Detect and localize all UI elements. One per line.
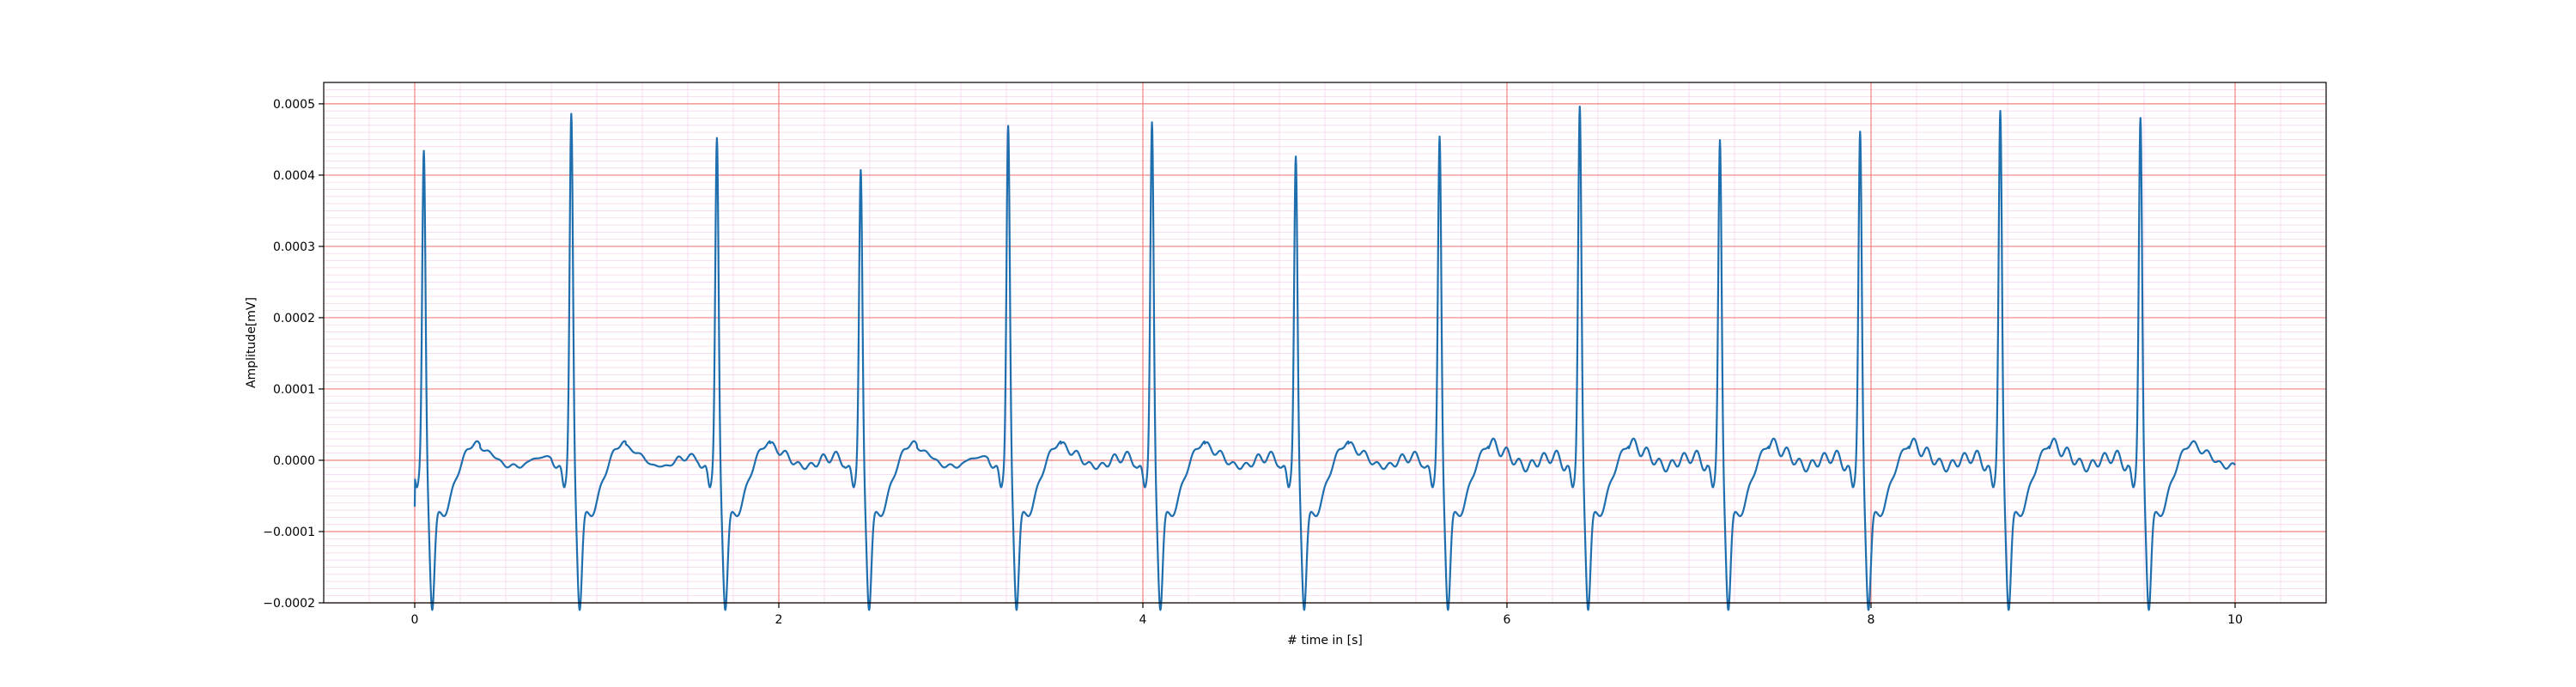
x-axis-label: # time in [s] — [1287, 634, 1363, 647]
y-tick-label: 0.0003 — [273, 240, 315, 254]
ecg-series-line — [413, 106, 2236, 611]
x-tick-label: 10 — [2227, 613, 2243, 627]
minor-grid — [323, 82, 2327, 604]
y-axis-ticks: −0.0002 −0.0001 0.0000 0.0001 0.0002 0.0003 0.… — [263, 98, 324, 611]
y-tick-label: 0.0004 — [273, 169, 315, 183]
x-tick-label: 0 — [411, 613, 419, 627]
y-tick-label: −0.0001 — [263, 526, 315, 539]
y-tick-label: 0.0005 — [273, 98, 315, 112]
y-tick-label: −0.0002 — [263, 597, 315, 611]
plot-frame — [323, 82, 2327, 604]
x-tick-label: 4 — [1139, 613, 1147, 627]
y-tick-label: 0.0001 — [273, 383, 315, 397]
y-tick-label: 0.0000 — [273, 454, 315, 468]
y-tick-label: 0.0002 — [273, 312, 315, 325]
y-axis-label: Amplitude[mV] — [245, 297, 258, 388]
x-tick-label: 6 — [1504, 613, 1511, 627]
x-tick-label: 2 — [775, 613, 783, 627]
x-tick-label: 8 — [1868, 613, 1875, 627]
series-layer — [413, 106, 2236, 611]
major-grid — [324, 82, 2326, 604]
x-axis-ticks: 0 2 4 6 8 10 — [411, 603, 2243, 627]
